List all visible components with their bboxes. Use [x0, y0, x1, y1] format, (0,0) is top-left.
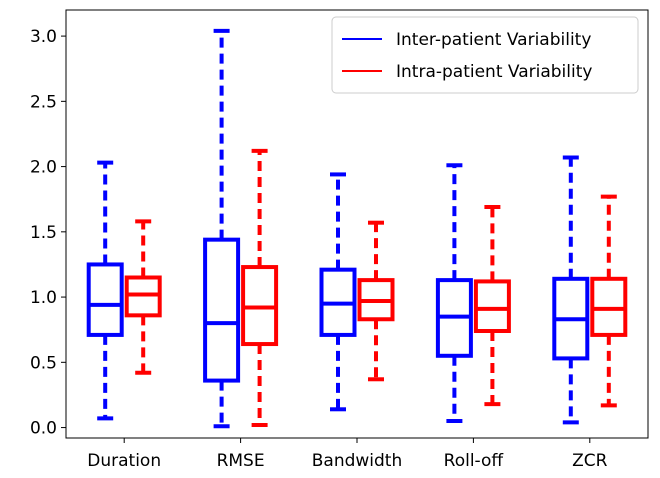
box-bandwidth-inter	[319, 172, 357, 412]
box-duration-inter	[86, 160, 124, 421]
box-zcr-inter	[552, 155, 590, 425]
x-tick-label: Duration	[87, 451, 161, 471]
y-tick-label: 1.0	[30, 288, 57, 308]
legend-frame	[331, 16, 639, 94]
x-tick-label: Bandwidth	[312, 451, 403, 471]
y-tick-label: 2.0	[30, 158, 57, 178]
box-bandwidth-intra	[357, 220, 395, 382]
x-tick-label: ZCR	[572, 451, 608, 471]
y-axis: 0.0 0.5 1.0 1.5 2.0 2.5 3.0	[30, 27, 66, 439]
y-tick-label: 3.0	[30, 27, 57, 47]
y-tick-label: 2.5	[30, 92, 57, 112]
y-tick-label: 1.5	[30, 223, 57, 243]
box-body	[473, 279, 511, 334]
legend: Inter-patient Variability Intra-patient V…	[331, 16, 639, 94]
boxes-layer	[86, 28, 628, 429]
box-zcr-intra	[590, 194, 628, 408]
plot-frame	[65, 9, 649, 439]
box-rmse-inter	[203, 28, 241, 429]
box-body	[86, 262, 124, 337]
box-duration-intra	[124, 219, 162, 375]
y-tick-label: 0.5	[30, 353, 57, 373]
box-body	[203, 237, 241, 383]
x-axis: Duration RMSE Bandwidth Roll-off ZCR	[87, 438, 608, 471]
box-roll-off-intra	[473, 205, 511, 407]
y-tick-label: 0.0	[30, 419, 57, 439]
legend-label-inter: Inter-patient Variability	[396, 30, 591, 50]
legend-label-intra: Intra-patient Variability	[396, 62, 592, 82]
box-roll-off-inter	[435, 163, 473, 424]
box-rmse-intra	[241, 148, 279, 427]
x-tick-label: RMSE	[217, 451, 265, 471]
x-tick-label: Roll-off	[444, 451, 505, 471]
